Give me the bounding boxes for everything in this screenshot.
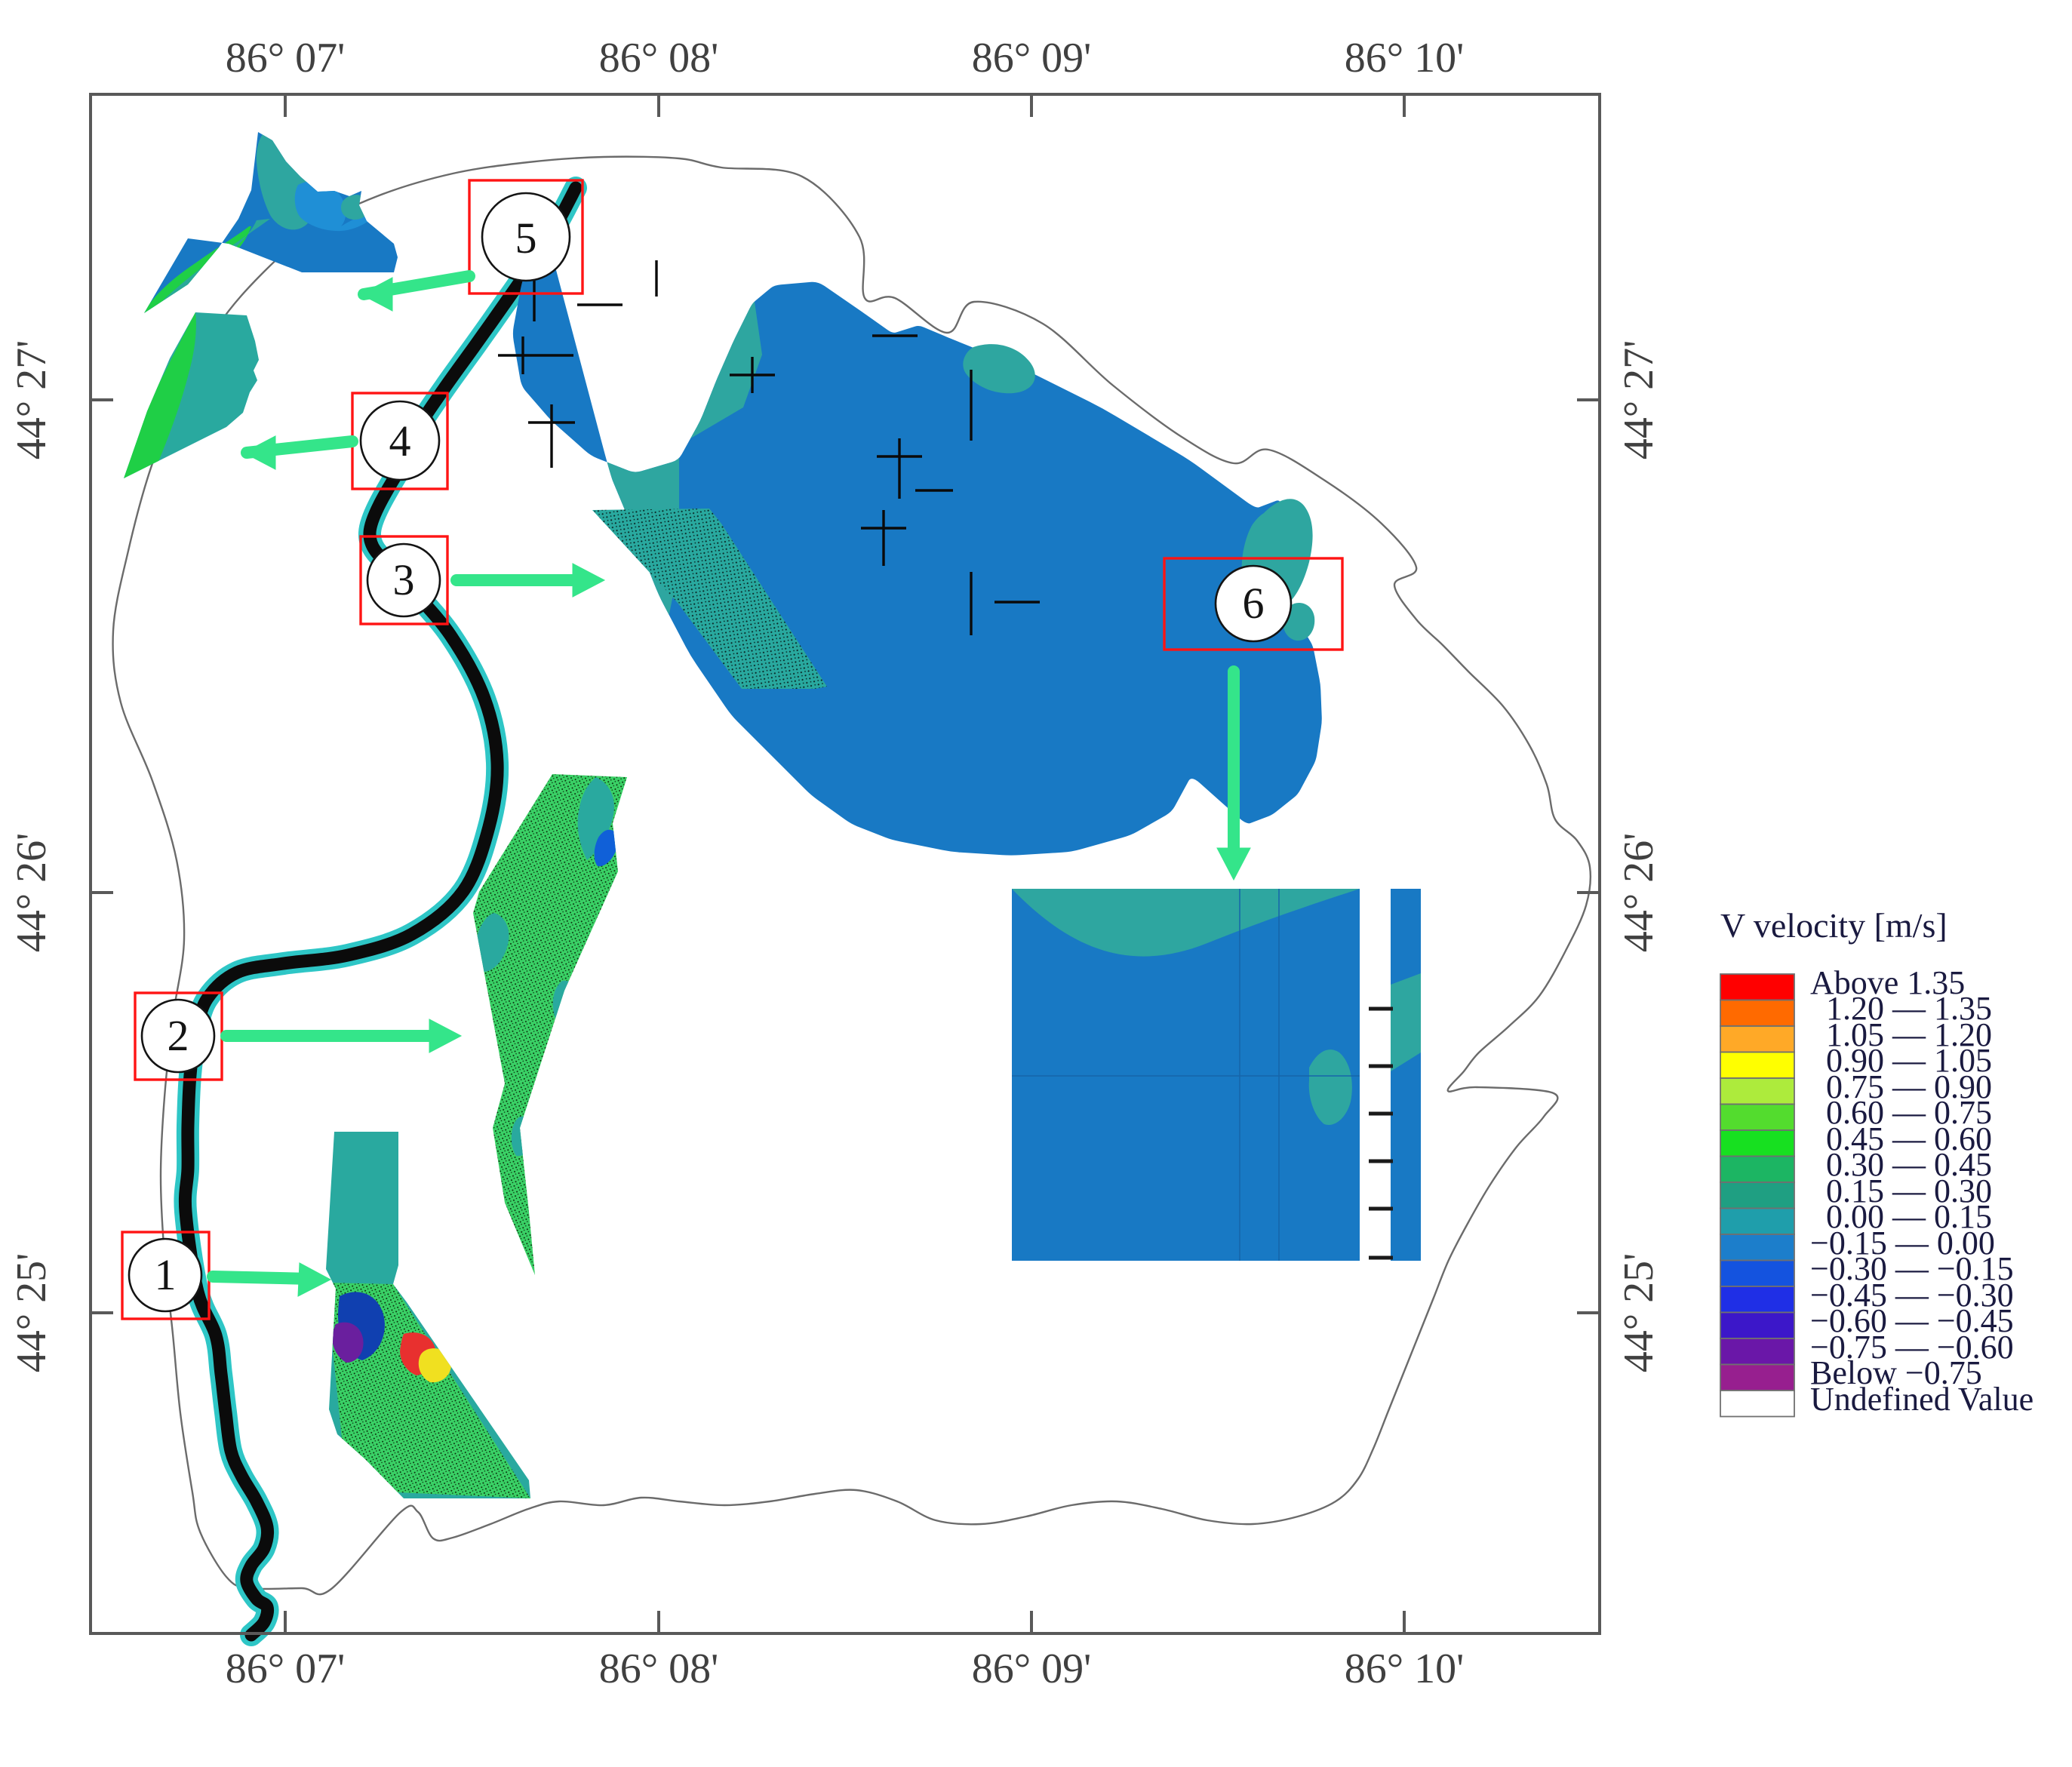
- svg-text:44° 26': 44° 26': [8, 833, 55, 952]
- svg-text:2: 2: [168, 1011, 189, 1060]
- svg-text:86° 10': 86° 10': [1345, 35, 1464, 81]
- svg-text:86° 08': 86° 08': [599, 35, 718, 81]
- svg-text:86° 08': 86° 08': [599, 1646, 718, 1692]
- svg-text:6: 6: [1243, 579, 1265, 628]
- svg-text:4: 4: [389, 416, 411, 466]
- svg-text:44° 27': 44° 27': [8, 340, 55, 459]
- svg-text:44° 25': 44° 25': [1615, 1253, 1662, 1372]
- svg-text:V velocity [m/s]: V velocity [m/s]: [1720, 906, 1947, 945]
- svg-text:86° 09': 86° 09': [972, 1646, 1091, 1692]
- svg-text:44° 25': 44° 25': [8, 1253, 55, 1372]
- svg-text:3: 3: [393, 555, 415, 604]
- svg-text:5: 5: [515, 214, 537, 263]
- svg-text:86° 07': 86° 07': [226, 35, 345, 81]
- svg-text:86° 10': 86° 10': [1345, 1646, 1464, 1692]
- svg-text:44° 26': 44° 26': [1615, 833, 1662, 952]
- svg-text:Undefined Value: Undefined Value: [1810, 1381, 2034, 1418]
- svg-text:86° 09': 86° 09': [972, 35, 1091, 81]
- svg-text:1: 1: [155, 1250, 177, 1299]
- svg-text:44° 27': 44° 27': [1615, 340, 1662, 459]
- svg-text:86° 07': 86° 07': [226, 1646, 345, 1692]
